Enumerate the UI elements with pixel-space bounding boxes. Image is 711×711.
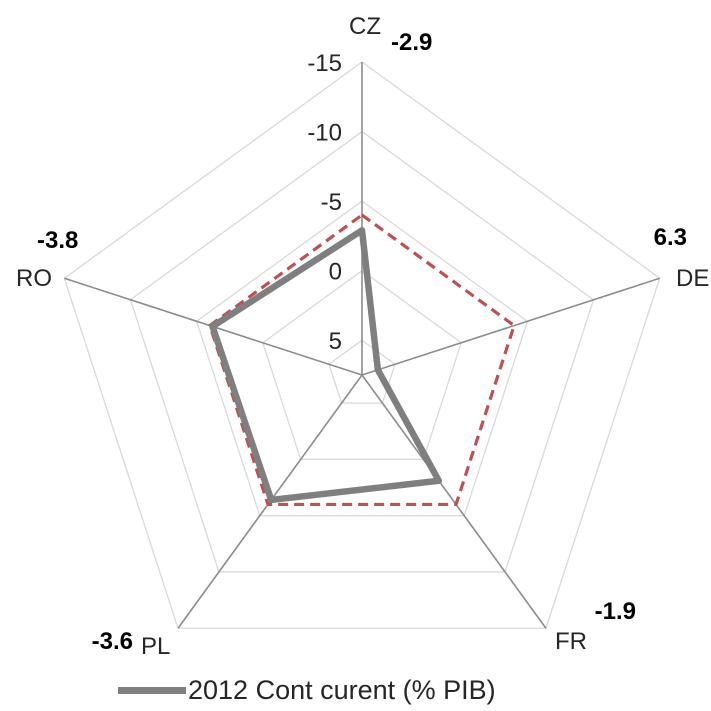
series-layer [208, 213, 516, 507]
value-label: -3.6 [92, 628, 133, 655]
tick-label: -15 [307, 50, 342, 77]
category-label: DE [676, 265, 709, 292]
tick-label: 0 [329, 259, 342, 286]
value-label: -2.9 [391, 29, 432, 56]
legend-swatch [118, 686, 186, 694]
grid-ring [63, 61, 661, 629]
value-label: -3.8 [37, 227, 78, 254]
spoke-line [361, 277, 660, 376]
category-label: FR [555, 628, 587, 655]
value-label: -1.9 [595, 598, 636, 625]
grid-layer [63, 61, 661, 629]
tick-labels: 5 0 -5 -10 -15 [307, 50, 342, 355]
grid-ring [262, 269, 462, 461]
legend: 2012 Cont curent (% PIB) [118, 673, 496, 707]
category-label: PL [141, 633, 170, 660]
category-label: RO [16, 265, 52, 292]
legend-label: 2012 Cont curent (% PIB) [188, 674, 496, 705]
category-label: CZ [349, 13, 381, 40]
spoke-line [361, 374, 547, 629]
grid-ring [129, 130, 595, 573]
tick-label: -5 [321, 189, 342, 216]
tick-label: -10 [307, 120, 342, 147]
series-line [209, 227, 443, 504]
grid-ring [328, 339, 396, 404]
category-labels: CZ -2.9 DE 6.3 FR -1.9 PL -3.6 RO -3.8 [16, 13, 709, 660]
reference-line [208, 213, 516, 507]
tick-label: 5 [329, 328, 342, 355]
value-label: 6.3 [654, 224, 687, 251]
grid-ring [195, 200, 529, 517]
